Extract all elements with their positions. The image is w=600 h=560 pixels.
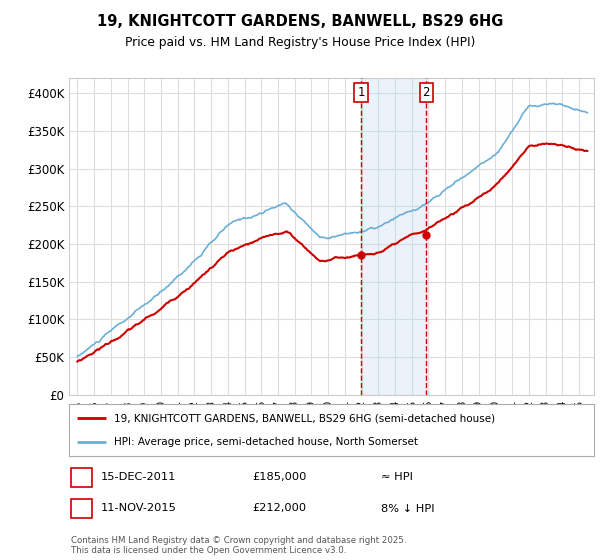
Text: £185,000: £185,000	[252, 472, 307, 482]
Text: 1: 1	[78, 470, 85, 484]
Text: 2: 2	[422, 86, 430, 99]
Text: 2: 2	[78, 502, 85, 515]
Text: Contains HM Land Registry data © Crown copyright and database right 2025.
This d: Contains HM Land Registry data © Crown c…	[71, 536, 406, 556]
Text: 1: 1	[357, 86, 365, 99]
Text: HPI: Average price, semi-detached house, North Somerset: HPI: Average price, semi-detached house,…	[113, 437, 418, 447]
Text: ≈ HPI: ≈ HPI	[381, 472, 413, 482]
Text: 8% ↓ HPI: 8% ↓ HPI	[381, 503, 434, 514]
Text: 11-NOV-2015: 11-NOV-2015	[101, 503, 176, 514]
Bar	[71, 499, 92, 518]
Text: 19, KNIGHTCOTT GARDENS, BANWELL, BS29 6HG (semi-detached house): 19, KNIGHTCOTT GARDENS, BANWELL, BS29 6H…	[113, 413, 495, 423]
Text: £212,000: £212,000	[252, 503, 306, 514]
Bar	[71, 468, 92, 487]
Bar	[361, 78, 427, 395]
Text: 15-DEC-2011: 15-DEC-2011	[101, 472, 176, 482]
Text: Price paid vs. HM Land Registry's House Price Index (HPI): Price paid vs. HM Land Registry's House …	[125, 36, 475, 49]
Text: 19, KNIGHTCOTT GARDENS, BANWELL, BS29 6HG: 19, KNIGHTCOTT GARDENS, BANWELL, BS29 6H…	[97, 14, 503, 29]
